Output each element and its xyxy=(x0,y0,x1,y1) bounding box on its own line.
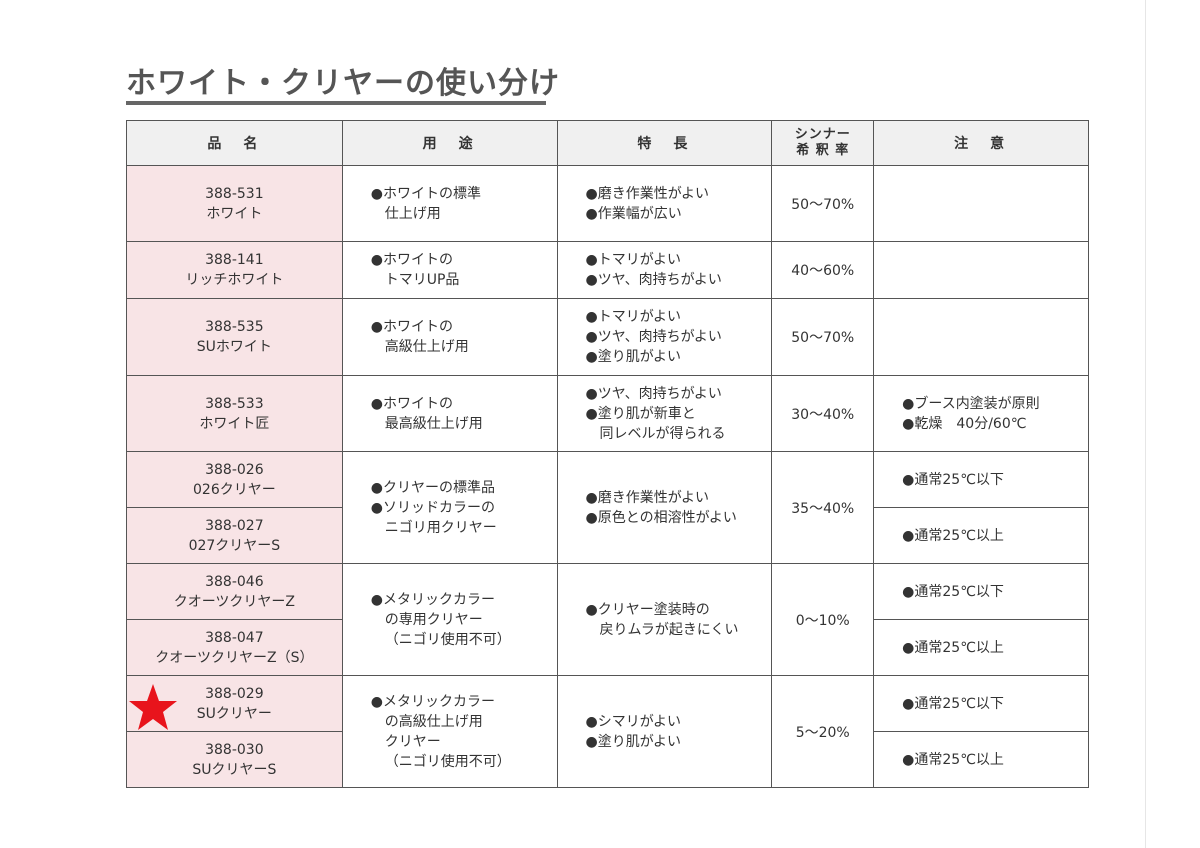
product-code: 388-046 xyxy=(205,573,264,590)
product-name: ホワイト xyxy=(206,205,263,222)
thinner-cell: 5～20% xyxy=(771,675,875,788)
table-row: 388-535 SUホワイト ●ホワイトの 高級仕上げ用 ●トマリがよい ●ツヤ、肉持ちが… xyxy=(126,298,1089,376)
table-row: 388-141 リッチホワイト ●ホワイトの トマリUP品 ●トマリがよい ●ツヤ、肉持ち… xyxy=(126,241,1089,299)
table-row: 388-531 ホワイト ●ホワイトの標準 仕上げ用 ●磨き作業性がよい ●作業幅が広い 5… xyxy=(126,165,1089,242)
product-table: 品 名 用 途 特 長 シンナー希 釈 率 注 意 388-531 ホワイト ●ホワ… xyxy=(126,120,1089,788)
feature-cell: ●トマリがよい ●ツヤ、肉持ちがよい ●塗り肌がよい xyxy=(556,298,773,376)
product-name-cell: 388-535 SUホワイト xyxy=(126,298,343,376)
note-cell: ●通常25℃以上 xyxy=(873,619,1089,676)
note-cell: ●ブース内塗装が原則 ●乾燥 40分/60℃ xyxy=(873,375,1089,452)
product-name: SUクリヤー xyxy=(196,705,272,722)
page-title: ホワイト・クリヤーの使い分け xyxy=(126,66,560,101)
use-cell: ●メタリックカラー の高級仕上げ用 クリヤー （ニゴリ使用不可） xyxy=(341,675,558,788)
product-name: クオーツクリヤーZ xyxy=(173,593,296,610)
thinner-cell: 40～60% xyxy=(771,241,875,299)
table-row: 388-533 ホワイト匠 ●ホワイトの 最高級仕上げ用 ●ツヤ、肉持ちがよい ●塗り肌が… xyxy=(126,375,1089,452)
table-row: 388-026 026クリヤー ●クリヤーの標準品 ●ソリッドカラーの ニゴリ用クリヤー… xyxy=(126,451,1089,564)
title-underline xyxy=(126,101,546,105)
product-name-cell: 388-027 027クリヤーS xyxy=(126,507,343,564)
header-name: 品 名 xyxy=(126,120,343,166)
product-name: SUホワイト xyxy=(196,339,272,355)
star-icon xyxy=(129,684,177,730)
product-code: 388-047 xyxy=(205,629,264,646)
header-thinner: シンナー希 釈 率 xyxy=(771,120,875,166)
product-code: 388-026 xyxy=(205,461,264,478)
header-use: 用 途 xyxy=(341,120,558,166)
table-row: 388-047 クオーツクリヤーZ（S） ●通常25℃以上 xyxy=(126,619,1089,676)
use-cell: ●ホワイトの標準 仕上げ用 xyxy=(341,165,558,242)
thinner-cell: 0～10% xyxy=(771,563,875,676)
note-cell: ●通常25℃以上 xyxy=(873,507,1089,564)
header-row: 品 名 用 途 特 長 シンナー希 釈 率 注 意 xyxy=(126,120,1089,166)
product-name-cell: 388-141 リッチホワイト xyxy=(126,241,343,299)
note-cell: ●通常25℃以下 xyxy=(873,675,1089,732)
use-cell: ●ホワイトの 高級仕上げ用 xyxy=(341,298,558,376)
page-edge xyxy=(1145,0,1146,848)
thinner-cell: 30～40% xyxy=(771,375,875,452)
feature-cell: ●ツヤ、肉持ちがよい ●塗り肌が新車と 同レベルが得られる xyxy=(556,375,773,452)
thinner-cell: 50～70% xyxy=(771,298,875,376)
note-cell: ●通常25℃以下 xyxy=(873,563,1089,620)
note-cell xyxy=(873,241,1089,299)
header-note: 注 意 xyxy=(873,120,1089,166)
use-cell: ●クリヤーの標準品 ●ソリッドカラーの ニゴリ用クリヤー xyxy=(341,451,558,564)
product-code: 388-027 xyxy=(205,517,264,534)
product-code: 388-030 xyxy=(205,741,264,758)
product-name-cell: 388-030 SUクリヤーS xyxy=(126,731,343,788)
product-name: SUクリヤーS xyxy=(192,761,277,778)
product-code: 388-029 xyxy=(205,685,264,702)
product-name: リッチホワイト xyxy=(185,272,284,288)
use-cell: ●ホワイトの トマリUP品 xyxy=(341,241,558,299)
feature-cell: ●クリヤー塗装時の 戻りムラが起きにくい xyxy=(556,563,773,676)
product-code: 388-531 xyxy=(205,185,264,202)
use-cell: ●メタリックカラー の専用クリヤー （ニゴリ使用不可） xyxy=(341,563,558,676)
table-row: 388-027 027クリヤーS ●通常25℃以上 xyxy=(126,507,1089,564)
product-name: 027クリヤーS xyxy=(188,537,281,554)
note-cell xyxy=(873,165,1089,242)
product-name-cell: 388-047 クオーツクリヤーZ（S） xyxy=(126,619,343,676)
note-cell xyxy=(873,298,1089,376)
product-code: 388-535 xyxy=(205,319,264,335)
product-name-cell: 388-531 ホワイト xyxy=(126,165,343,242)
table-row: 388-046 クオーツクリヤーZ ●メタリックカラー の専用クリヤー （ニゴリ使用不可… xyxy=(126,563,1089,676)
product-name: クオーツクリヤーZ（S） xyxy=(155,649,314,666)
header-feature: 特 長 xyxy=(556,120,773,166)
product-code: 388-141 xyxy=(205,252,264,268)
feature-cell: ●シマリがよい ●塗り肌がよい xyxy=(556,675,773,788)
product-name: 026クリヤー xyxy=(193,481,276,498)
product-name-cell: 388-026 026クリヤー xyxy=(126,451,343,508)
product-name: ホワイト匠 xyxy=(199,415,270,432)
feature-cell: ●トマリがよい ●ツヤ、肉持ちがよい xyxy=(556,241,773,299)
table-row: 388-030 SUクリヤーS ●通常25℃以上 xyxy=(126,731,1089,788)
product-name-cell: 388-533 ホワイト匠 xyxy=(126,375,343,452)
feature-cell: ●磨き作業性がよい ●作業幅が広い xyxy=(556,165,773,242)
note-cell: ●通常25℃以下 xyxy=(873,451,1089,508)
use-cell: ●ホワイトの 最高級仕上げ用 xyxy=(341,375,558,452)
product-name-cell: 388-046 クオーツクリヤーZ xyxy=(126,563,343,620)
note-cell: ●通常25℃以上 xyxy=(873,731,1089,788)
thinner-cell: 35～40% xyxy=(771,451,875,564)
thinner-cell: 50～70% xyxy=(771,165,875,242)
table-row: 388-029 SUクリヤー ●メタリックカラー の高級仕上げ用 クリヤー （ニゴリ使用不… xyxy=(126,675,1089,788)
feature-cell: ●磨き作業性がよい ●原色との相溶性がよい xyxy=(556,451,773,564)
product-code: 388-533 xyxy=(205,395,264,412)
